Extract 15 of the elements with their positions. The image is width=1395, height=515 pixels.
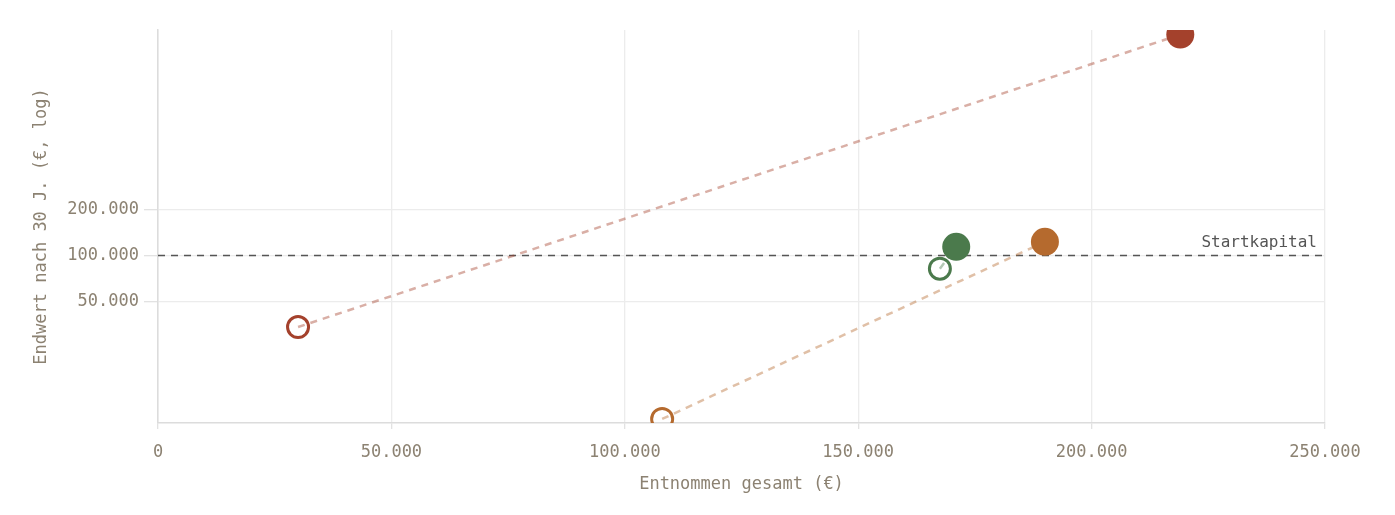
x-tick-label: 50.000 bbox=[360, 440, 423, 461]
point bbox=[942, 232, 971, 261]
y-tick-label: 50.000 bbox=[77, 289, 139, 310]
x-tick-label: 150.000 bbox=[822, 440, 895, 461]
x-tick-label: 100.000 bbox=[588, 440, 661, 461]
point bbox=[1030, 227, 1059, 256]
y-tick-label: 200.000 bbox=[67, 197, 139, 218]
y-tick-label: 100.000 bbox=[67, 243, 139, 264]
point bbox=[927, 256, 952, 281]
x-tick-label: 200.000 bbox=[1055, 440, 1128, 461]
x-tick-label: 250.000 bbox=[1289, 440, 1361, 461]
y-axis-title: Endwert nach 30 J. (€, log) bbox=[29, 88, 50, 365]
x-tick-label: 0 bbox=[152, 440, 164, 461]
x-axis-title: Entnommen gesamt (€) bbox=[639, 473, 844, 494]
ref-line-label: Startkapital bbox=[1201, 231, 1317, 251]
